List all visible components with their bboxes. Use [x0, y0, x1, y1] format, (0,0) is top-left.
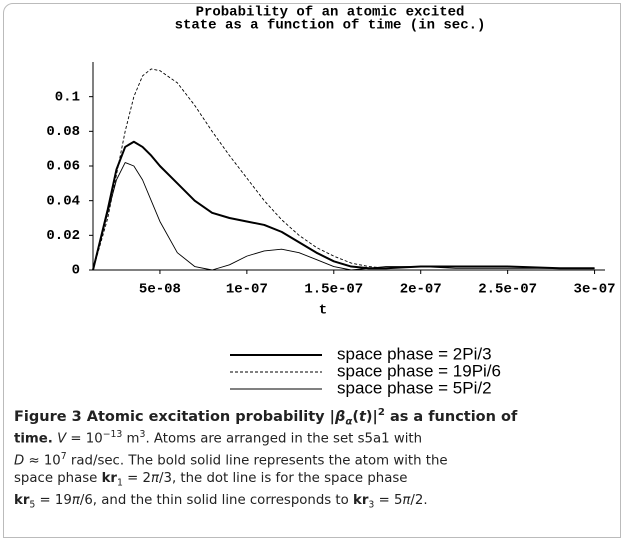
- y-tick-label: 0.04: [46, 193, 80, 209]
- y-tick-label: 0.02: [46, 228, 80, 244]
- caption-text: π: [402, 493, 411, 508]
- series-line: [92, 162, 595, 271]
- caption-text: = 5: [374, 493, 403, 508]
- caption-text: space phase: [14, 471, 102, 486]
- caption-text: time.: [14, 431, 53, 447]
- caption-line: Figure 3 Atomic excitation probability |…: [14, 402, 614, 428]
- caption-text: = 19: [35, 493, 72, 508]
- x-tick-label: 5e-08: [139, 282, 181, 298]
- x-tick-label: 1e-07: [226, 282, 268, 298]
- caption-text: )|: [365, 408, 378, 425]
- caption-text: V: [57, 431, 67, 447]
- caption-line: space phase kr1 = 2π/3, the dot line is …: [14, 468, 614, 490]
- caption-text: (: [352, 408, 359, 425]
- caption-text: /6, and the thin solid line corresponds …: [79, 493, 354, 508]
- legend-label: space phase = 2Pi/3: [337, 344, 492, 363]
- caption-text: kr: [353, 493, 369, 508]
- caption-text: /3, the dot line is for the space phase: [159, 471, 408, 486]
- y-tick-label: 0.08: [46, 124, 80, 140]
- caption-text: . Atoms are arranged in the set s5a1 wit…: [145, 431, 423, 447]
- caption-text: = 10: [66, 431, 103, 447]
- x-tick-label: 3e-07: [574, 282, 616, 298]
- x-tick-label: 2e-07: [400, 282, 442, 298]
- caption-text: ≈ 10: [24, 453, 61, 469]
- caption-text: D: [14, 453, 25, 469]
- caption-text: Figure 3 Atomic excitation probability |: [14, 408, 335, 425]
- series-line: [92, 140, 595, 271]
- caption-text: t: [358, 408, 366, 425]
- caption-text: /2.: [410, 493, 428, 508]
- x-axis-label: t: [319, 303, 327, 319]
- caption: Figure 3 Atomic excitation probability |…: [14, 402, 614, 512]
- legend-label: space phase = 5Pi/2: [337, 378, 492, 397]
- caption-text: 5: [29, 499, 36, 511]
- caption-text: 2: [377, 407, 385, 418]
- caption-line: time. V = 10−13 m3. Atoms are arranged i…: [14, 424, 614, 446]
- chart-title: state as a function of time (in sec.): [175, 18, 486, 34]
- x-tick-label: 2.5e-07: [478, 282, 537, 298]
- caption-text: = 2: [122, 471, 151, 486]
- caption-text: 3: [368, 499, 375, 511]
- y-tick-label: 0.06: [46, 159, 80, 175]
- x-tick-label: 1.5e-07: [304, 282, 363, 298]
- caption-text: kr: [14, 493, 30, 508]
- legend-label: space phase = 19Pi/6: [337, 361, 501, 380]
- caption-line: D ≈ 107 rad/sec. The bold solid line rep…: [14, 446, 614, 468]
- caption-text: as a function of: [384, 408, 518, 425]
- series-line: [92, 68, 595, 271]
- caption-line: kr5 = 19π/6, and the thin solid line cor…: [14, 490, 614, 512]
- caption-text: 3: [139, 429, 146, 440]
- caption-text: m: [122, 431, 140, 447]
- caption-text: 7: [60, 451, 67, 462]
- y-tick-label: 0.1: [55, 89, 80, 105]
- caption-text: π: [71, 493, 80, 508]
- chart-title: Probability of an atomic excited: [196, 5, 465, 21]
- figure-frame: [3, 3, 621, 538]
- caption-text: kr: [101, 471, 117, 486]
- caption-text: α: [345, 416, 353, 428]
- caption-text: rad/sec. The bold solid line represents …: [66, 453, 448, 469]
- caption-text: −13: [102, 429, 123, 440]
- caption-text: β: [334, 408, 346, 425]
- caption-text: π: [150, 471, 159, 486]
- y-tick-label: 0: [72, 263, 80, 279]
- caption-text: 1: [117, 477, 123, 489]
